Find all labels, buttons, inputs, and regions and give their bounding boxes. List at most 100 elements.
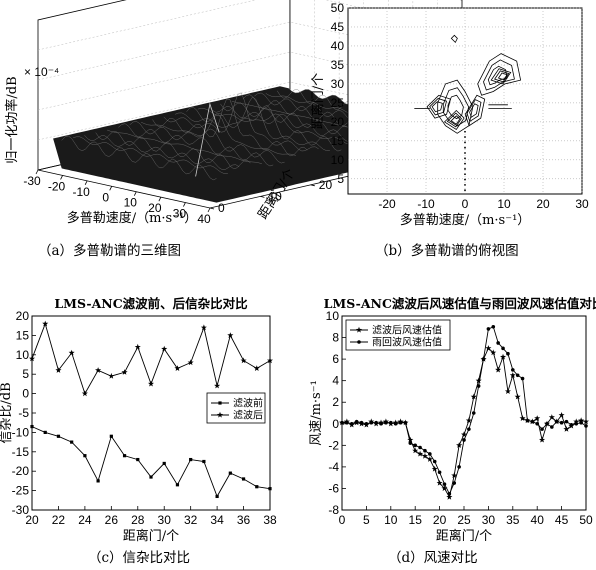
y-tick-label: 5	[337, 172, 344, 186]
data-point	[200, 324, 207, 331]
data-point	[569, 423, 574, 427]
x-tick-label: 40	[197, 212, 211, 226]
data-point	[122, 454, 127, 458]
data-point	[189, 457, 193, 462]
y-tick-label: -4	[328, 460, 339, 474]
data-point	[495, 366, 502, 373]
data-point	[408, 441, 413, 445]
x-tick-label: 22	[52, 513, 66, 527]
contour-dot	[464, 157, 466, 160]
contour-dot	[464, 183, 466, 186]
data-point	[356, 326, 362, 333]
y-tick-label: 25	[331, 96, 345, 110]
data-point	[548, 414, 555, 420]
contour-line	[477, 53, 522, 96]
data-point	[345, 420, 349, 425]
x-tick-label: 10	[124, 196, 138, 210]
contour-dot	[464, 130, 466, 133]
data-point	[218, 401, 222, 405]
x-tick-label: 28	[131, 513, 145, 527]
data-point	[240, 357, 247, 364]
contour-line	[443, 109, 465, 131]
data-point	[486, 327, 491, 331]
x-tick-label: 10	[384, 513, 398, 527]
y-tick-label: -5	[18, 406, 29, 420]
data-point	[55, 367, 62, 373]
y-axis-label: 距离门/个	[310, 73, 326, 129]
y-tick-label: 30	[331, 77, 345, 91]
surface-mesh-line	[129, 121, 285, 164]
data-point	[559, 420, 564, 425]
data-point	[214, 382, 221, 389]
data-point	[514, 393, 521, 400]
contour-line	[469, 103, 479, 118]
data-point	[68, 349, 75, 356]
x-tick-label: 38	[263, 513, 277, 527]
data-point	[413, 443, 418, 448]
data-point	[539, 436, 546, 443]
y-tick-mark	[260, 196, 265, 198]
data-point	[442, 482, 447, 486]
data-point	[267, 357, 273, 364]
y-tick-label: 0	[332, 417, 339, 431]
y-tick-label: 0	[22, 387, 29, 401]
contour-line	[429, 98, 447, 116]
x-tick-label: 30	[158, 513, 172, 527]
x-tick-mark	[183, 202, 186, 207]
y-tick-label: 20	[16, 309, 30, 323]
data-point	[447, 492, 452, 496]
y-tick-label: -2	[328, 438, 339, 452]
x-tick-mark	[60, 175, 63, 180]
contour-dot	[464, 141, 466, 144]
x-tick-label: 24	[78, 513, 92, 527]
contour-line	[466, 99, 482, 123]
data-point	[379, 421, 383, 426]
contour-dot	[464, 173, 466, 176]
surface-mesh-line	[107, 129, 262, 164]
data-point	[357, 340, 361, 344]
surface-mesh-line	[175, 96, 330, 151]
x-tick-label: 15	[409, 513, 423, 527]
contour-line	[447, 94, 464, 120]
y-tick-label: -10	[12, 425, 30, 439]
data-point	[481, 357, 486, 361]
y-tick-mark	[209, 207, 215, 210]
x-tick-mark	[109, 186, 113, 191]
x-axis-label: 多普勒速度/（m·s⁻¹）	[67, 210, 198, 226]
data-point	[554, 419, 559, 424]
x-tick-mark	[133, 191, 137, 196]
caption-a: （a）多普勒谱的三维图	[38, 242, 181, 259]
y-tick-label: -20	[12, 464, 30, 478]
surface-mesh-line	[197, 108, 353, 145]
data-point	[490, 349, 497, 356]
y-tick-label: 10	[16, 348, 30, 362]
data-point	[515, 373, 520, 378]
data-point	[451, 472, 458, 479]
data-point	[83, 454, 87, 458]
data-point	[389, 420, 393, 425]
z-scale-label: × 10⁻⁴	[24, 65, 59, 79]
legend-box	[206, 392, 266, 424]
data-point	[81, 390, 88, 397]
x-tick-label: 25	[457, 513, 471, 527]
y-tick-label: 40	[331, 39, 345, 53]
x-tick-label: -30	[23, 174, 41, 188]
data-point	[579, 420, 583, 425]
data-point	[491, 324, 496, 329]
x-tick-label: 30	[173, 207, 187, 221]
surface-mesh-line	[118, 123, 274, 167]
x-tick-label: 34	[210, 513, 224, 527]
data-point	[174, 365, 181, 371]
chart-title: LMS-ANC滤波后风速估值与雨回波风速估值对比	[324, 296, 596, 311]
data-point	[471, 411, 476, 415]
data-point	[398, 420, 403, 425]
data-point	[583, 418, 589, 425]
y-axis-label: 信杂比/dB	[0, 382, 14, 443]
x-tick-mark	[84, 180, 88, 186]
surface-mesh-line	[152, 98, 308, 157]
contour-dot	[464, 136, 466, 138]
data-point	[496, 341, 500, 345]
data-point	[520, 376, 525, 381]
x-tick-label: 45	[555, 513, 569, 527]
